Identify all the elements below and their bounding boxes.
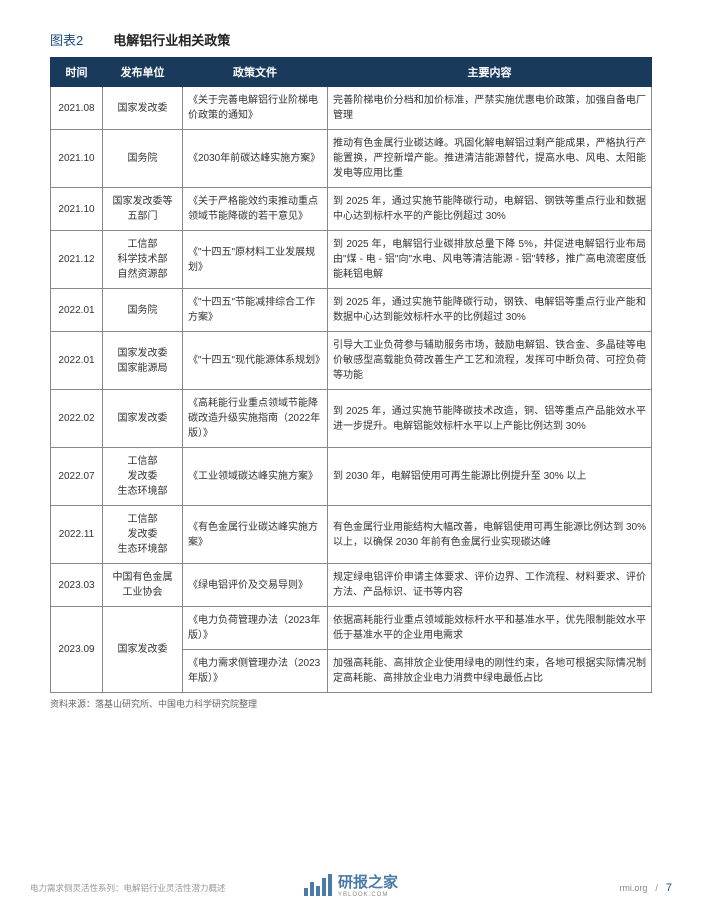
cell-dept: 工信部 发改委 生态环境部 — [103, 448, 183, 506]
th-doc: 政策文件 — [183, 58, 328, 87]
source-note: 资料来源：落基山研究所、中国电力科学研究院整理 — [50, 697, 652, 710]
cell-content: 有色金属行业用能结构大幅改善，电解铝使用可再生能源比例达到 30% 以上，以确保… — [328, 506, 652, 564]
table-row: 2022.02国家发改委《高耗能行业重点领域节能降碳改造升级实施指南（2022年… — [51, 390, 652, 448]
cell-doc: 《"十四五"节能减排综合工作方案》 — [183, 289, 328, 332]
cell-doc: 《关于完善电解铝行业阶梯电价政策的通知》 — [183, 87, 328, 130]
cell-content: 到 2025 年，通过实施节能降碳行动，电解铝、钢铁等重点行业和数据中心达到标杆… — [328, 188, 652, 231]
cell-time: 2021.12 — [51, 231, 103, 289]
cell-content: 依据高耗能行业重点领域能效标杆水平和基准水平，优先限制能效水平低于基准水平的企业… — [328, 607, 652, 650]
cell-content: 完善阶梯电价分档和加价标准，严禁实施优惠电价政策，加强自备电厂管理 — [328, 87, 652, 130]
cell-time: 2021.08 — [51, 87, 103, 130]
logo-text: 研报之家 — [338, 871, 398, 892]
cell-doc: 《"十四五"原材料工业发展规划》 — [183, 231, 328, 289]
table-row: 2023.03中国有色金属工业协会《绿电铝评价及交易导则》规定绿电铝评价申请主体… — [51, 564, 652, 607]
cell-time: 2022.02 — [51, 390, 103, 448]
table-row: 2021.12工信部 科学技术部 自然资源部《"十四五"原材料工业发展规划》到 … — [51, 231, 652, 289]
cell-dept: 国家发改委 — [103, 607, 183, 693]
figure-caption: 电解铝行业相关政策 — [113, 30, 230, 49]
th-time: 时间 — [51, 58, 103, 87]
footer-right: rmi.org / 7 — [619, 882, 672, 894]
cell-doc: 《工业领域碳达峰实施方案》 — [183, 448, 328, 506]
footer-url: rmi.org — [619, 883, 647, 893]
table-row: 2022.11工信部 发改委 生态环境部《有色金属行业碳达峰实施方案》有色金属行… — [51, 506, 652, 564]
cell-content: 引导大工业负荷参与辅助服务市场，鼓励电解铝、铁合金、多晶硅等电价敏感型高载能负荷… — [328, 332, 652, 390]
cell-doc: 《"十四五"现代能源体系规划》 — [183, 332, 328, 390]
cell-doc: 《有色金属行业碳达峰实施方案》 — [183, 506, 328, 564]
cell-dept: 国家发改委 — [103, 87, 183, 130]
cell-doc: 《绿电铝评价及交易导则》 — [183, 564, 328, 607]
figure-title: 图表2 电解铝行业相关政策 — [50, 30, 652, 49]
cell-dept: 工信部 发改委 生态环境部 — [103, 506, 183, 564]
cell-time: 2021.10 — [51, 130, 103, 188]
th-dept: 发布单位 — [103, 58, 183, 87]
cell-content: 到 2030 年，电解铝使用可再生能源比例提升至 30% 以上 — [328, 448, 652, 506]
cell-dept: 国务院 — [103, 130, 183, 188]
cell-dept: 中国有色金属工业协会 — [103, 564, 183, 607]
cell-content: 规定绿电铝评价申请主体要求、评价边界、工作流程、材料要求、评价方法、产品标识、证… — [328, 564, 652, 607]
page-number: 7 — [666, 882, 672, 894]
table-header-row: 时间 发布单位 政策文件 主要内容 — [51, 58, 652, 87]
footer-slash: / — [655, 883, 658, 893]
cell-time: 2023.09 — [51, 607, 103, 693]
table-row: 2022.07工信部 发改委 生态环境部《工业领域碳达峰实施方案》到 2030 … — [51, 448, 652, 506]
th-content: 主要内容 — [328, 58, 652, 87]
table-row: 2022.01国家发改委 国家能源局《"十四五"现代能源体系规划》引导大工业负荷… — [51, 332, 652, 390]
table-row: 2023.09国家发改委《电力负荷管理办法（2023年版）》依据高耗能行业重点领… — [51, 607, 652, 650]
cell-doc: 《2030年前碳达峰实施方案》 — [183, 130, 328, 188]
cell-time: 2022.01 — [51, 332, 103, 390]
cell-content: 加强高耗能、高排放企业使用绿电的刚性约束，各地可根据实际情况制定高耗能、高排放企… — [328, 650, 652, 693]
cell-time: 2022.07 — [51, 448, 103, 506]
cell-doc: 《高耗能行业重点领域节能降碳改造升级实施指南（2022年版）》 — [183, 390, 328, 448]
cell-dept: 国务院 — [103, 289, 183, 332]
cell-time: 2021.10 — [51, 188, 103, 231]
table-row: 2022.01国务院《"十四五"节能减排综合工作方案》到 2025 年，通过实施… — [51, 289, 652, 332]
table-row: 2021.10国家发改委等五部门《关于严格能效约束推动重点领域节能降碳的若干意见… — [51, 188, 652, 231]
cell-content: 到 2025 年，通过实施节能降碳技术改造，铜、铝等重点产品能效水平进一步提升。… — [328, 390, 652, 448]
cell-content: 到 2025 年，通过实施节能降碳行动，钢铁、电解铝等重点行业产能和数据中心达到… — [328, 289, 652, 332]
logo: 研报之家 YBLOOK.COM — [304, 871, 398, 898]
footer-left: 电力需求侧灵活性系列：电解铝行业灵活性潜力概述 — [30, 882, 226, 894]
table-row: 2021.10国务院《2030年前碳达峰实施方案》推动有色金属行业碳达峰。巩固化… — [51, 130, 652, 188]
logo-bars-icon — [304, 874, 332, 896]
figure-label: 图表2 — [50, 30, 83, 49]
cell-content: 到 2025 年，电解铝行业碳排放总量下降 5%，并促进电解铝行业布局由"煤 -… — [328, 231, 652, 289]
table-row: 2021.08国家发改委《关于完善电解铝行业阶梯电价政策的通知》完善阶梯电价分档… — [51, 87, 652, 130]
cell-doc: 《电力需求侧管理办法（2023年版）》 — [183, 650, 328, 693]
policy-table: 时间 发布单位 政策文件 主要内容 2021.08国家发改委《关于完善电解铝行业… — [50, 57, 652, 693]
logo-subtext: YBLOOK.COM — [338, 892, 398, 898]
cell-dept: 国家发改委 — [103, 390, 183, 448]
cell-doc: 《电力负荷管理办法（2023年版）》 — [183, 607, 328, 650]
cell-time: 2022.11 — [51, 506, 103, 564]
cell-content: 推动有色金属行业碳达峰。巩固化解电解铝过剩产能成果，严格执行产能置换，严控新增产… — [328, 130, 652, 188]
cell-dept: 国家发改委等五部门 — [103, 188, 183, 231]
cell-time: 2022.01 — [51, 289, 103, 332]
cell-time: 2023.03 — [51, 564, 103, 607]
cell-dept: 工信部 科学技术部 自然资源部 — [103, 231, 183, 289]
cell-doc: 《关于严格能效约束推动重点领域节能降碳的若干意见》 — [183, 188, 328, 231]
cell-dept: 国家发改委 国家能源局 — [103, 332, 183, 390]
